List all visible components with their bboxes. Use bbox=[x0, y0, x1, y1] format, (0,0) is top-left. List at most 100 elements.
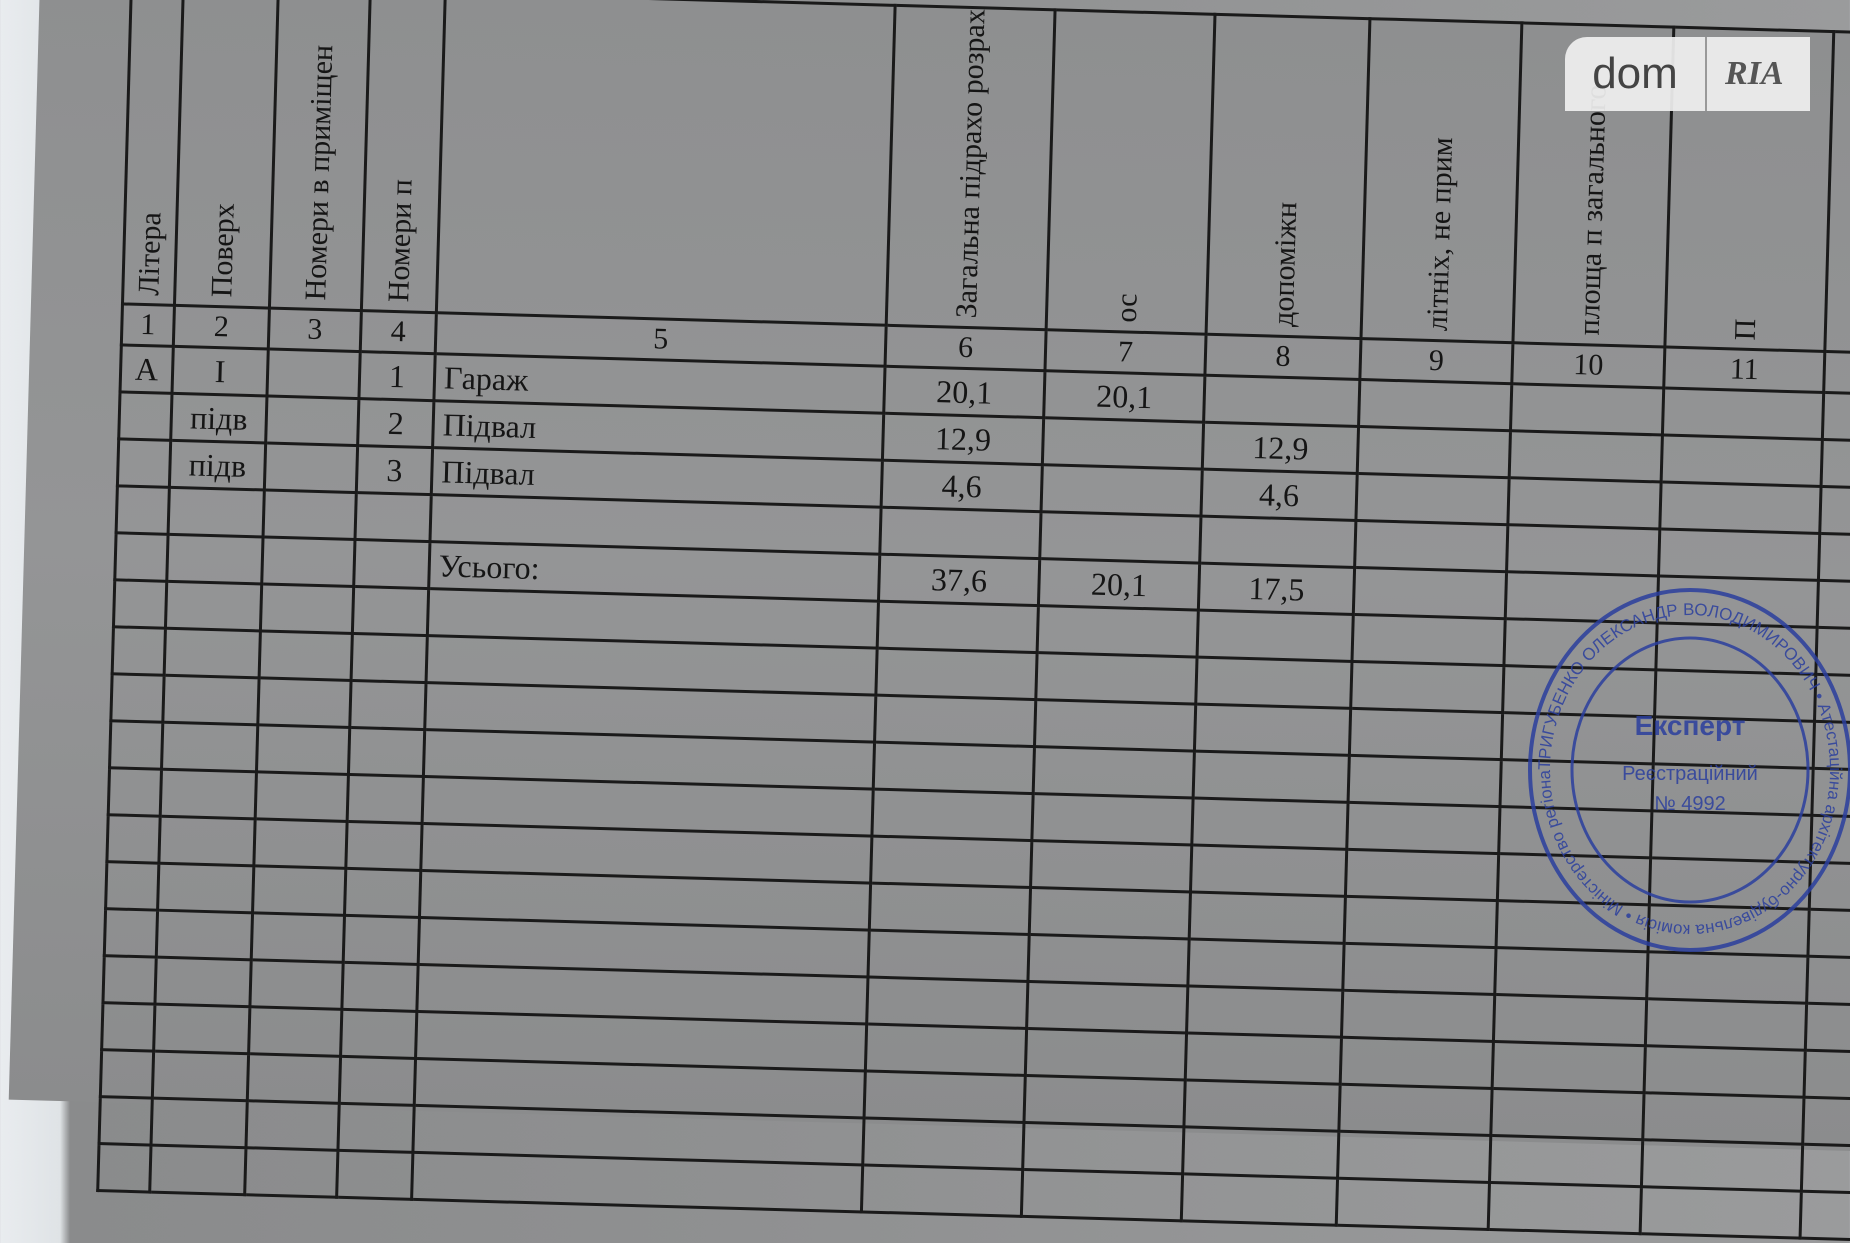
table-cell bbox=[1341, 990, 1495, 1042]
column-header: ос bbox=[1046, 9, 1215, 335]
column-number: 11 bbox=[1663, 347, 1825, 393]
table-cell bbox=[1183, 1080, 1341, 1132]
table-cell: 12,9 bbox=[882, 413, 1044, 465]
table-cell bbox=[1493, 994, 1647, 1046]
table-cell bbox=[861, 1165, 1023, 1217]
table-cell bbox=[1355, 473, 1510, 525]
table-cell bbox=[152, 1051, 249, 1101]
table-cell bbox=[353, 539, 430, 589]
column-number: 4 bbox=[360, 310, 437, 354]
table-cell bbox=[1187, 939, 1345, 991]
table-cell bbox=[105, 861, 159, 911]
table-cell bbox=[345, 821, 423, 871]
table-cell bbox=[1194, 704, 1351, 756]
column-header bbox=[436, 0, 896, 326]
table-cell bbox=[865, 1024, 1027, 1076]
table-cell bbox=[867, 930, 1030, 982]
table-cell bbox=[154, 957, 252, 1008]
table-cell bbox=[1346, 802, 1500, 854]
table-cell bbox=[1189, 892, 1346, 944]
table-cell: 1 bbox=[358, 351, 436, 401]
domria-watermark-logo: dom RIA bbox=[1565, 37, 1810, 111]
table-cell bbox=[1033, 746, 1195, 799]
table-cell bbox=[877, 601, 1039, 653]
column-header: Номери п bbox=[361, 0, 446, 313]
table-cell bbox=[1186, 986, 1343, 1038]
table-cell bbox=[114, 533, 169, 582]
table-cell bbox=[340, 1009, 417, 1059]
table-cell: А bbox=[120, 345, 174, 394]
table-cell bbox=[102, 955, 157, 1005]
table-cell bbox=[106, 814, 161, 864]
column-header-label: площа п загального bbox=[1572, 84, 1613, 337]
column-number: 8 bbox=[1204, 334, 1361, 380]
table-cell bbox=[165, 581, 262, 632]
table-cell bbox=[870, 836, 1032, 888]
table-cell bbox=[1821, 439, 1850, 489]
column-number: 1 bbox=[121, 304, 175, 347]
column-header: допоміжн bbox=[1206, 14, 1370, 339]
table-cell: 2 bbox=[357, 398, 434, 448]
table-cell: 17,5 bbox=[1198, 563, 1355, 615]
table-cell bbox=[1203, 375, 1360, 427]
stamp-text: Реєстраційний bbox=[1622, 763, 1758, 785]
table-cell bbox=[261, 537, 355, 587]
table-cell bbox=[1030, 840, 1192, 893]
table-cell bbox=[166, 534, 264, 585]
column-header-label: Поверх bbox=[205, 203, 241, 298]
table-cell bbox=[1041, 464, 1203, 517]
table-cell: 12,9 bbox=[1202, 422, 1359, 474]
table-cell bbox=[1345, 849, 1499, 901]
column-number: 9 bbox=[1359, 338, 1513, 385]
table-cell bbox=[1488, 1182, 1642, 1234]
table-cell bbox=[1802, 1097, 1850, 1147]
table-cell bbox=[1350, 661, 1504, 713]
table-cell bbox=[1344, 896, 1498, 948]
table-cell bbox=[1509, 430, 1663, 483]
column-header-label: П bbox=[1728, 317, 1762, 341]
table-cell bbox=[1197, 610, 1354, 662]
table-cell bbox=[1492, 1041, 1646, 1093]
table-cell bbox=[1659, 482, 1822, 534]
table-cell bbox=[112, 627, 166, 676]
table-cell bbox=[153, 1004, 250, 1054]
table-cell bbox=[875, 648, 1038, 700]
column-header-label: допоміжн bbox=[1266, 201, 1304, 328]
table-cell bbox=[118, 392, 173, 441]
column-header-label: Номери п bbox=[382, 178, 419, 303]
table-cell bbox=[162, 675, 260, 726]
table-cell bbox=[869, 883, 1031, 935]
table-cell bbox=[160, 769, 257, 820]
table-cell bbox=[158, 816, 256, 867]
table-cell bbox=[1640, 1186, 1802, 1239]
table-cell bbox=[1039, 511, 1201, 564]
table-cell bbox=[337, 1103, 415, 1153]
table-cell bbox=[265, 396, 359, 446]
column-header-label: Літера bbox=[131, 211, 168, 296]
table-cell bbox=[99, 1096, 153, 1146]
table-cell bbox=[1801, 1144, 1850, 1194]
table-cell bbox=[1182, 1127, 1339, 1179]
table-cell bbox=[866, 977, 1028, 1029]
table-cell bbox=[1042, 417, 1204, 470]
table-cell bbox=[113, 580, 167, 629]
table-cell bbox=[1185, 1033, 1342, 1085]
table-cell bbox=[1351, 614, 1506, 666]
table-cell bbox=[1805, 1003, 1850, 1053]
table-cell bbox=[1181, 1174, 1338, 1226]
table-cell bbox=[1510, 384, 1664, 436]
column-header: Поверх bbox=[174, 0, 279, 309]
table-cell bbox=[253, 819, 348, 869]
table-cell bbox=[1506, 524, 1660, 577]
table-cell bbox=[264, 443, 358, 493]
column-header-label: Номери в приміщен bbox=[298, 44, 339, 301]
column-number: 6 bbox=[885, 325, 1047, 371]
table-cell bbox=[1027, 934, 1190, 987]
column-number: 7 bbox=[1044, 329, 1207, 376]
table-cell bbox=[341, 962, 419, 1012]
table-cell bbox=[110, 674, 165, 723]
table-cell bbox=[862, 1118, 1024, 1170]
table-cell bbox=[1191, 798, 1349, 850]
table-cell: 20,1 bbox=[1038, 558, 1200, 611]
table-cell bbox=[116, 486, 170, 535]
